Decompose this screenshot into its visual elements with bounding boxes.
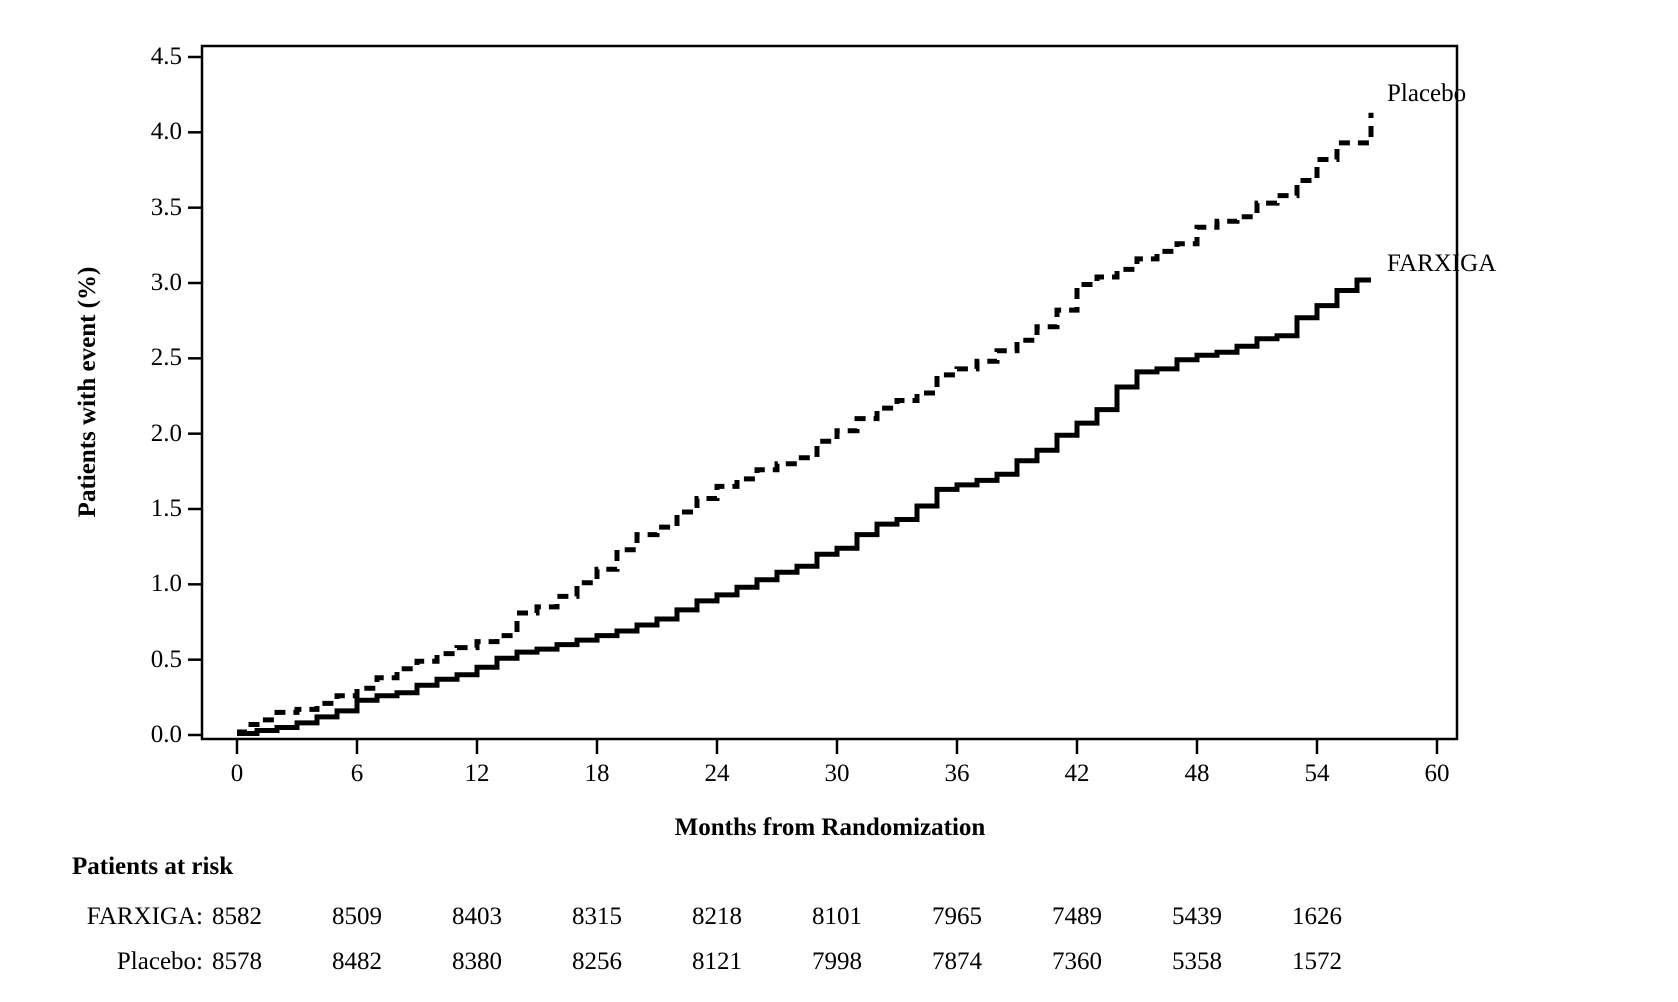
y-tick-label: 1.5 [150,494,182,522]
y-axis-title: Patients with event (%) [74,266,101,518]
y-tick-label: 2.5 [150,344,182,372]
risk-row-label-placebo: Placebo: [116,948,203,975]
risk-value-farxiga-m18: 8315 [572,903,622,930]
plot-box [200,44,1459,741]
risk-row-label-farxiga: FARXIGA: [86,903,203,930]
legend-label-farxiga: FARXIGA [1387,250,1497,277]
x-tick-label: 6 [350,760,364,787]
risk-value-placebo-m42: 7360 [1052,948,1102,975]
y-tick-label: 3.0 [150,268,182,296]
risk-value-placebo-m54: 1572 [1292,948,1342,975]
y-tick-label: 4.5 [150,42,182,70]
curve-farxiga [237,277,1371,736]
y-tick-label: 1.0 [150,570,182,598]
risk-value-farxiga-m30: 8101 [812,903,862,930]
x-tick-label: 30 [824,760,850,787]
risk-value-farxiga-m6: 8509 [332,903,382,930]
y-tick-label: 0.5 [150,645,182,673]
y-tick-label: 0.0 [150,721,182,748]
patients-at-risk-heading: Patients at risk [72,853,234,880]
curve-placebo [237,112,1374,735]
y-tick-label: 2.0 [150,419,182,447]
x-tick-label: 18 [584,760,610,787]
risk-value-farxiga-m24: 8218 [692,903,742,930]
risk-value-placebo-m48: 5358 [1172,948,1222,975]
risk-value-farxiga-m42: 7489 [1052,903,1102,930]
risk-value-placebo-m12: 8380 [452,948,502,975]
risk-value-farxiga-m36: 7965 [932,903,982,930]
legend-label-placebo: Placebo [1387,80,1467,107]
x-tick-label: 24 [704,760,730,787]
risk-value-placebo-m0: 8578 [212,948,262,975]
risk-value-placebo-m18: 8256 [572,948,622,975]
x-tick-label: 36 [944,760,970,787]
risk-value-farxiga-m48: 5439 [1172,903,1222,930]
risk-value-placebo-m24: 8121 [692,948,742,975]
y-tick-label: 3.5 [150,193,182,221]
risk-value-placebo-m30: 7998 [812,948,862,975]
y-tick-label: 4.0 [150,118,182,146]
risk-value-placebo-m6: 8482 [332,948,382,975]
x-tick-label: 54 [1304,760,1330,787]
x-tick-label: 0 [230,760,244,787]
x-tick-label: 48 [1184,760,1210,787]
x-tick-label: 42 [1064,760,1090,787]
risk-value-farxiga-m0: 8582 [212,903,262,930]
x-tick-label: 60 [1424,760,1450,787]
x-axis-title: Months from Randomization [674,814,986,841]
x-tick-label: 12 [464,760,490,787]
risk-value-placebo-m36: 7874 [932,948,982,975]
risk-value-farxiga-m54: 1626 [1292,903,1342,930]
risk-value-farxiga-m12: 8403 [452,903,502,930]
